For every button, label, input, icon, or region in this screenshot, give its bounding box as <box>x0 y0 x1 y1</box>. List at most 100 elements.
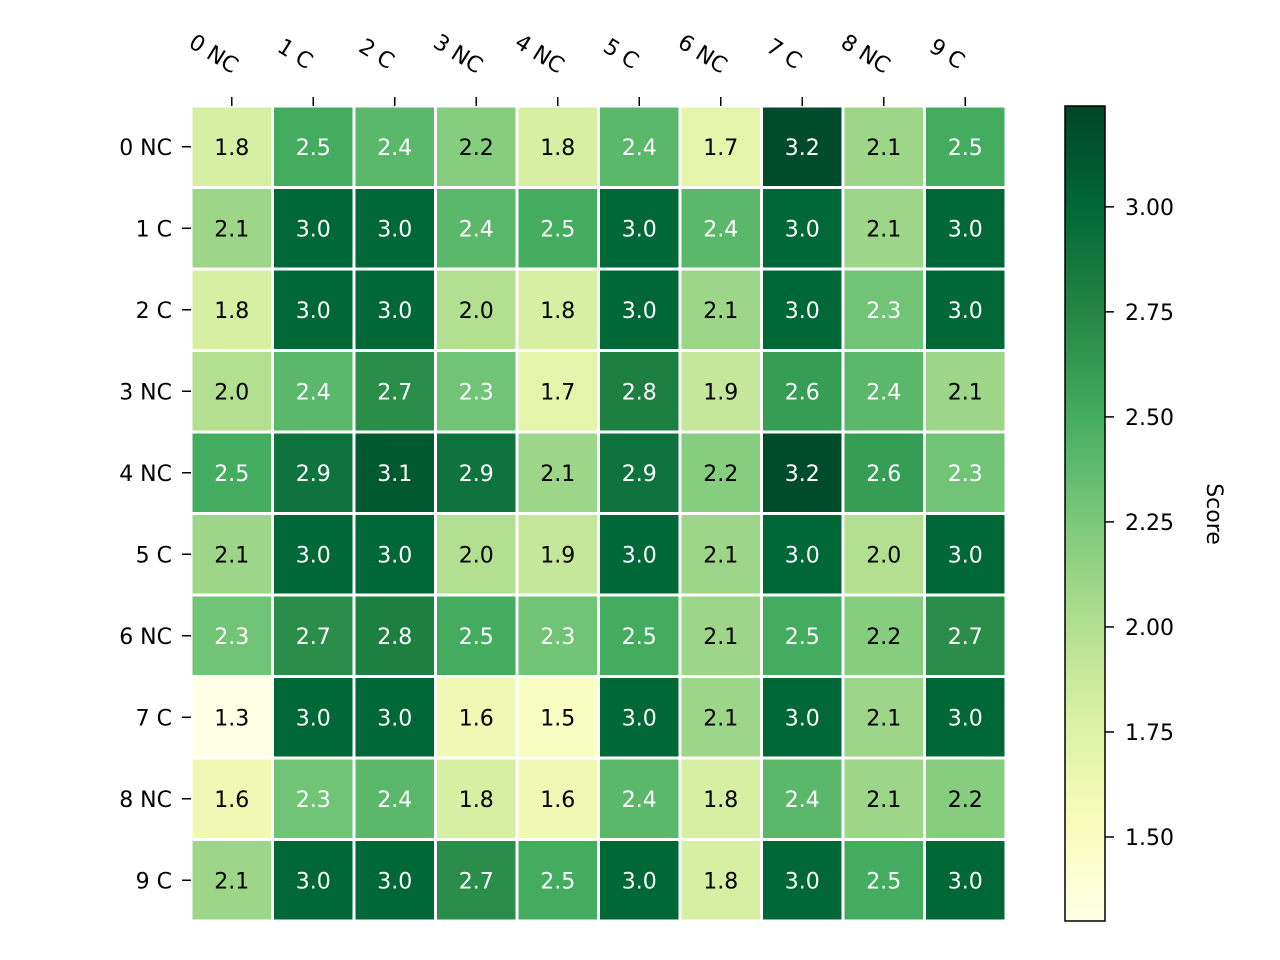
heatmap-cell <box>926 270 1005 349</box>
y-tick-label: 0 NC <box>119 136 172 161</box>
colorbar-tick-label: 1.75 <box>1125 721 1174 746</box>
cell-value-label: 3.0 <box>948 869 983 894</box>
cell-value-label: 1.6 <box>459 706 494 731</box>
heatmap-cell <box>681 596 760 675</box>
cell-value-label: 1.8 <box>459 788 494 813</box>
heatmap-cell <box>437 352 516 431</box>
heatmap-cell <box>355 759 434 838</box>
heatmap-cell <box>274 433 353 512</box>
heatmap-cell <box>192 759 271 838</box>
cell-value-label: 2.0 <box>459 299 494 324</box>
heatmap-cell <box>355 515 434 594</box>
heatmap-cell <box>518 596 597 675</box>
cell-value-label: 3.0 <box>785 299 820 324</box>
heatmap-cell <box>518 841 597 920</box>
heatmap-cell <box>763 596 842 675</box>
y-tick-label: 4 NC <box>119 462 172 487</box>
heatmap-cell <box>355 678 434 757</box>
y-tick-label: 6 NC <box>119 625 172 650</box>
cell-value-label: 2.7 <box>459 869 494 894</box>
cell-value-label: 3.0 <box>948 299 983 324</box>
heatmap-cell <box>437 596 516 675</box>
cell-value-label: 1.5 <box>540 706 575 731</box>
cell-value-label: 2.3 <box>296 788 331 813</box>
heatmap-cell <box>355 596 434 675</box>
cell-value-label: 2.2 <box>866 625 901 650</box>
heatmap-cell <box>681 515 760 594</box>
cell-value-label: 2.4 <box>622 788 657 813</box>
cell-value-label: 2.3 <box>540 625 575 650</box>
cell-value-label: 2.9 <box>459 462 494 487</box>
heatmap-cell <box>518 107 597 186</box>
y-tick-label: 5 C <box>136 543 172 568</box>
cell-value-label: 1.8 <box>703 869 738 894</box>
heatmap-cell <box>844 596 923 675</box>
cell-value-label: 2.6 <box>866 462 901 487</box>
cell-value-label: 2.7 <box>377 380 412 405</box>
cell-value-label: 2.0 <box>214 380 249 405</box>
cell-value-label: 3.0 <box>785 869 820 894</box>
heatmap-cells: 1.8 2.5 2.4 2.2 1.8 2.4 1.7 3.2 2.1 2.5 2.1 3.0 3.0 2… <box>192 107 1005 920</box>
heatmap-cell <box>926 678 1005 757</box>
cell-value-label: 2.4 <box>785 788 820 813</box>
heatmap-cell <box>844 189 923 268</box>
cell-value-label: 3.0 <box>622 217 657 242</box>
cell-value-label: 3.0 <box>296 869 331 894</box>
heatmap-cell <box>437 107 516 186</box>
heatmap-cell <box>681 107 760 186</box>
colorbar-tick-label: 2.25 <box>1125 511 1174 536</box>
cell-value-label: 1.8 <box>540 136 575 161</box>
heatmap-cell <box>355 107 434 186</box>
heatmap-cell <box>437 270 516 349</box>
cell-value-label: 2.1 <box>214 869 249 894</box>
cell-value-label: 2.5 <box>948 136 983 161</box>
heatmap-cell <box>274 270 353 349</box>
heatmap-cell <box>600 189 679 268</box>
heatmap-cell <box>600 515 679 594</box>
x-tick-label: 1 C <box>273 34 317 74</box>
y-tick-label: 1 C <box>136 217 172 242</box>
x-tick-label: 0 NC <box>184 30 242 79</box>
cell-value-label: 2.8 <box>377 625 412 650</box>
x-tick-label: 4 NC <box>510 30 568 79</box>
cell-value-label: 2.5 <box>540 217 575 242</box>
cell-value-label: 2.0 <box>459 543 494 568</box>
colorbar-tick-label: 2.50 <box>1125 406 1174 431</box>
cell-value-label: 3.0 <box>296 706 331 731</box>
heatmap-cell <box>844 270 923 349</box>
heatmap-cell <box>600 270 679 349</box>
heatmap-cell <box>600 433 679 512</box>
cell-value-label: 3.0 <box>622 299 657 324</box>
cell-value-label: 3.0 <box>377 543 412 568</box>
heatmap-cell <box>600 596 679 675</box>
cell-value-label: 1.8 <box>214 299 249 324</box>
cell-value-label: 3.0 <box>785 217 820 242</box>
cell-value-label: 3.0 <box>785 543 820 568</box>
heatmap-cell <box>274 841 353 920</box>
cell-value-label: 2.0 <box>866 543 901 568</box>
cell-value-label: 1.9 <box>703 380 738 405</box>
heatmap-cell <box>926 189 1005 268</box>
cell-value-label: 2.4 <box>296 380 331 405</box>
cell-value-label: 2.6 <box>785 380 820 405</box>
colorbar-tick-label: 2.75 <box>1125 301 1174 326</box>
cell-value-label: 2.4 <box>622 136 657 161</box>
y-tick-label: 8 NC <box>119 788 172 813</box>
cell-value-label: 3.0 <box>948 543 983 568</box>
cell-value-label: 2.5 <box>459 625 494 650</box>
cell-value-label: 2.3 <box>948 462 983 487</box>
cell-value-label: 2.9 <box>622 462 657 487</box>
heatmap-cell <box>681 841 760 920</box>
colorbar-label: Score <box>1201 483 1226 545</box>
cell-value-label: 2.4 <box>866 380 901 405</box>
cell-value-label: 3.0 <box>296 217 331 242</box>
cell-value-label: 2.4 <box>459 217 494 242</box>
heatmap-cell <box>763 189 842 268</box>
cell-value-label: 3.0 <box>377 217 412 242</box>
heatmap-cell <box>518 433 597 512</box>
cell-value-label: 3.1 <box>377 462 412 487</box>
heatmap-cell <box>192 841 271 920</box>
heatmap-cell <box>844 759 923 838</box>
cell-value-label: 3.0 <box>296 543 331 568</box>
heatmap-cell <box>681 270 760 349</box>
